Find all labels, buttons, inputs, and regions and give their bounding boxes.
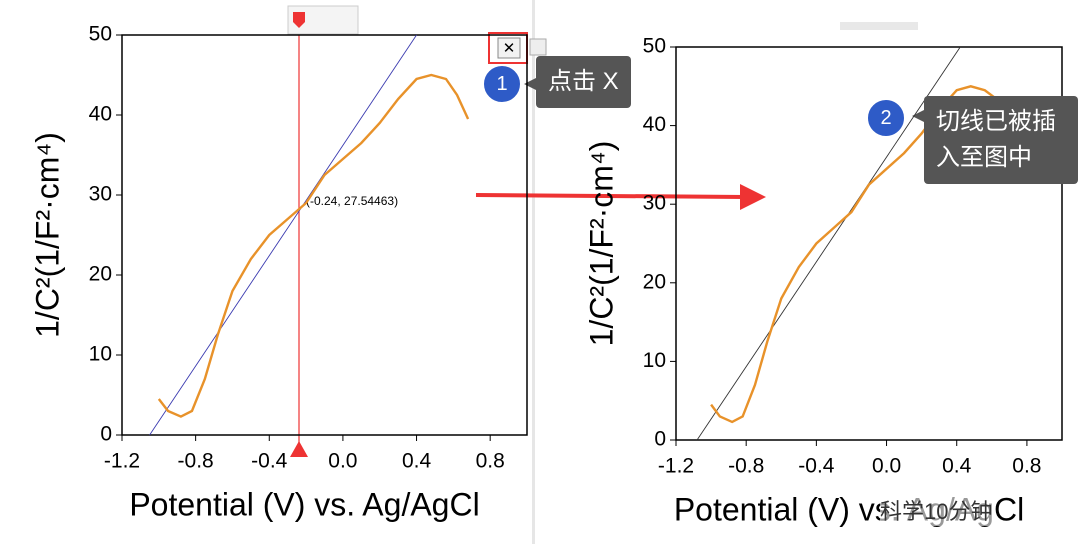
x-tick-label: -1.2	[104, 450, 140, 473]
plot-frame	[675, 46, 1063, 441]
y-tick-label: 0	[654, 428, 666, 451]
x-tick-label: 0.0	[328, 450, 357, 473]
callout: 切线已被插入至图中	[924, 96, 1078, 184]
series-line	[157, 73, 470, 418]
arrow-shaft	[475, 193, 746, 199]
cursor-marker	[290, 441, 308, 457]
y-tick-label: 30	[89, 183, 112, 206]
x-tick-label: 0.8	[1012, 455, 1041, 478]
series-line	[710, 85, 1004, 424]
callout-pointer	[524, 78, 536, 90]
callout-pointer	[912, 110, 924, 122]
x-tick-label: 0.8	[476, 450, 505, 473]
y-axis-title: 1/C²(1/F²·cm⁴)	[29, 132, 65, 338]
y-tick-label: 30	[643, 192, 666, 215]
x-tick-label: -0.4	[251, 450, 288, 473]
y-tick-label: 40	[89, 103, 112, 126]
y-tick-label: 20	[643, 270, 666, 293]
y-axis-title: 1/C²(1/F²·cm⁴)	[583, 141, 619, 347]
side-button[interactable]	[529, 38, 547, 56]
y-tick-label: 20	[89, 263, 112, 286]
step-badge: 1	[482, 64, 522, 104]
close-button[interactable]	[497, 37, 521, 59]
x-tick-label: 0.4	[942, 455, 972, 478]
y-tick-label: 50	[89, 23, 112, 46]
y-tick-label: 10	[89, 343, 112, 366]
x-tick-label: 0.0	[872, 455, 901, 478]
x-axis-title: Potential (V) vs. Ag/AgCl	[129, 486, 479, 522]
x-tick-label: -0.8	[178, 450, 214, 473]
step-badge: 2	[866, 98, 906, 138]
y-tick-label: 10	[643, 349, 666, 372]
x-tick-label: 0.4	[402, 450, 432, 473]
y-tick-label: 40	[643, 113, 666, 136]
arrow-head	[740, 184, 766, 210]
watermark: 科学10分钟	[880, 494, 993, 526]
toolbar-stub	[840, 22, 918, 30]
x-tick-label: -1.2	[658, 455, 694, 478]
plot-frame	[121, 34, 528, 436]
series-line	[696, 46, 961, 441]
callout: 点击 X	[536, 56, 631, 108]
y-tick-label: 0	[100, 423, 112, 446]
x-tick-label: -0.8	[728, 455, 764, 478]
y-tick-label: 50	[643, 35, 666, 58]
cursor-label: (-0.24, 27.54463)	[306, 194, 398, 208]
cursor-handle	[293, 12, 305, 28]
x-tick-label: -0.4	[798, 455, 835, 478]
close-button-label[interactable]: ✕	[503, 40, 516, 57]
divider	[532, 0, 535, 544]
series-line	[149, 34, 417, 436]
